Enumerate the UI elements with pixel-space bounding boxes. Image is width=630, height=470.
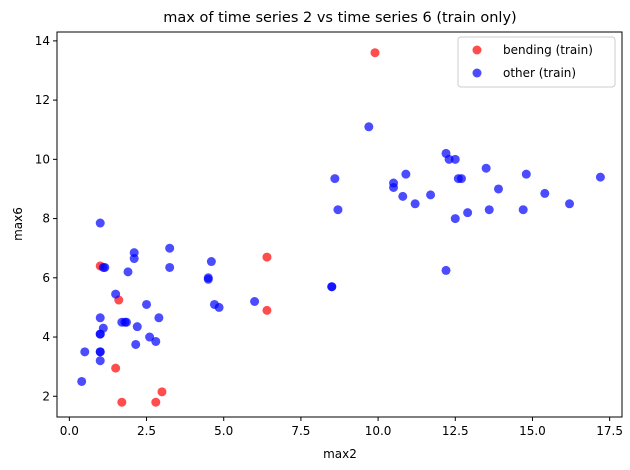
y-tick-label: 6 — [42, 271, 50, 285]
data-point-other-11 — [100, 262, 110, 272]
data-point-other-21 — [142, 299, 152, 309]
x-tick-label: 7.5 — [291, 424, 310, 438]
data-point-other-26 — [165, 262, 175, 272]
data-point-other-18 — [129, 254, 139, 264]
legend: bending (train) other (train) — [457, 36, 616, 88]
y-tick-label: 14 — [35, 34, 50, 48]
data-point-other-12 — [111, 289, 121, 299]
data-point-bending-6 — [157, 387, 167, 397]
data-point-other-28 — [203, 274, 213, 284]
legend-label-other: other (train) — [503, 66, 576, 80]
x-axis-ticks: 0.0 2.5 5.0 7.5 10.0 12.5 15.0 17.5 — [60, 417, 623, 438]
data-point-other-52 — [481, 163, 491, 173]
data-point-other-51 — [463, 208, 473, 218]
y-tick-label: 4 — [42, 330, 50, 344]
data-point-other-36 — [333, 205, 343, 215]
chart-title: max of time series 2 vs time series 6 (t… — [163, 10, 516, 26]
x-tick-label: 17.5 — [596, 424, 623, 438]
data-point-other-2 — [95, 356, 105, 366]
data-point-other-0 — [77, 376, 87, 386]
data-point-other-37 — [364, 122, 374, 132]
data-point-other-19 — [131, 339, 141, 349]
data-point-other-7 — [95, 313, 105, 323]
y-tick-label: 2 — [42, 389, 50, 403]
data-point-other-39 — [389, 182, 399, 192]
data-point-bending-5 — [111, 363, 121, 373]
data-point-other-4 — [95, 347, 105, 357]
y-tick-label: 12 — [35, 93, 50, 107]
data-point-other-40 — [398, 191, 408, 201]
data-point-other-45 — [444, 154, 454, 164]
data-point-other-54 — [494, 184, 503, 194]
legend-marker-other — [472, 68, 482, 78]
x-axis-label: max2 — [323, 447, 357, 461]
data-point-other-47 — [441, 265, 451, 275]
points-layer — [77, 48, 605, 407]
data-point-bending-4 — [262, 305, 272, 315]
plot-frame — [56, 31, 623, 418]
y-tick-label: 10 — [35, 152, 50, 166]
data-point-other-20 — [132, 322, 142, 332]
data-point-other-41 — [401, 169, 411, 179]
data-point-other-50 — [456, 174, 466, 184]
data-point-other-15 — [121, 317, 131, 327]
data-point-bending-7 — [117, 397, 127, 407]
x-tick-label: 15.0 — [519, 424, 546, 438]
data-point-other-56 — [521, 169, 531, 179]
legend-box — [457, 36, 616, 88]
data-point-other-24 — [154, 313, 164, 323]
data-point-other-53 — [484, 205, 494, 215]
legend-marker-bending — [472, 45, 482, 55]
data-point-other-59 — [595, 172, 605, 182]
data-point-other-34 — [327, 282, 337, 292]
data-point-bending-8 — [151, 397, 161, 407]
data-point-other-42 — [410, 199, 420, 209]
x-tick-label: 5.0 — [214, 424, 233, 438]
y-tick-label: 8 — [42, 212, 50, 226]
data-point-other-25 — [165, 243, 175, 253]
data-point-other-23 — [151, 336, 161, 346]
data-point-other-8 — [98, 323, 108, 333]
y-axis-label: max6 — [11, 207, 25, 241]
data-point-bending-0 — [370, 48, 380, 58]
data-point-other-57 — [540, 188, 550, 198]
data-point-other-58 — [565, 199, 575, 209]
data-point-other-9 — [95, 218, 105, 228]
data-point-other-48 — [450, 214, 460, 224]
data-point-other-46 — [450, 154, 460, 164]
data-point-other-29 — [206, 257, 216, 267]
x-tick-label: 0.0 — [60, 424, 79, 438]
data-point-other-1 — [80, 347, 90, 357]
data-point-other-32 — [250, 297, 260, 306]
legend-label-bending: bending (train) — [503, 43, 593, 57]
data-point-bending-2 — [262, 252, 272, 262]
data-point-other-35 — [330, 174, 340, 184]
x-tick-label: 10.0 — [365, 424, 392, 438]
x-tick-label: 12.5 — [442, 424, 469, 438]
y-axis-ticks: 2 4 6 8 10 12 14 — [35, 34, 57, 403]
data-point-other-31 — [214, 302, 224, 312]
data-point-other-16 — [123, 267, 133, 277]
x-tick-label: 2.5 — [137, 424, 156, 438]
data-point-other-55 — [518, 205, 528, 215]
data-point-other-43 — [426, 190, 436, 200]
